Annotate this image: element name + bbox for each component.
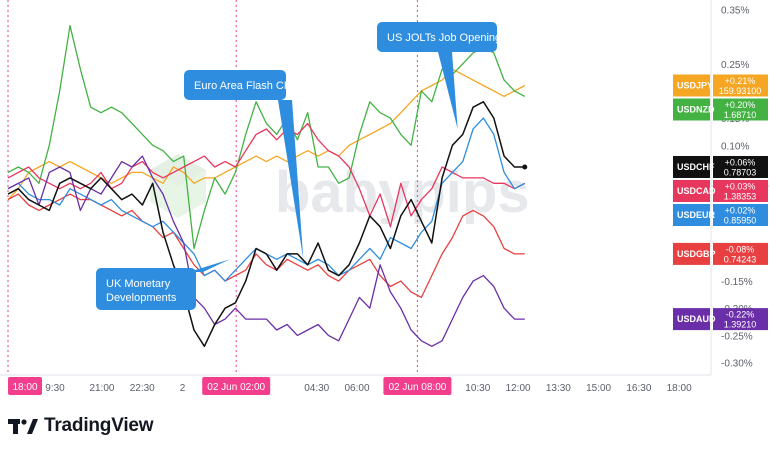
x-highlight-label: 02 Jun 02:00	[207, 382, 265, 393]
callout-label: UK Monetary	[106, 278, 171, 290]
x-tick-label: 13:30	[546, 383, 571, 394]
watermark: babypips	[150, 154, 530, 225]
x-tick-label: 10:30	[465, 383, 490, 394]
x-tick-label: 06:00	[344, 383, 369, 394]
annotations: US JOLTs Job Openings Euro Area Flash CPI…	[96, 22, 507, 310]
legend-change: +0.06%	[725, 157, 756, 167]
legend-pair-bg	[673, 203, 710, 226]
x-tick-label: 15:00	[586, 383, 611, 394]
legend-tag-usdjpy: USDJPY +0.21%159.93100	[673, 74, 768, 97]
legend-tag-usdgbp: USDGBP -0.08%0.74243	[673, 242, 768, 265]
series-line-usdchf	[7, 101, 525, 348]
legend-pair-label: USDGBP	[677, 249, 716, 259]
callout-2: UK Monetary Developments	[96, 259, 230, 310]
y-tick-label: -0.25%	[721, 331, 753, 342]
legend-change: +0.21%	[725, 76, 756, 86]
callout-0: US JOLTs Job Openings	[377, 22, 507, 129]
tradingview-logo-icon	[8, 419, 38, 434]
legend-price: 159.93100	[719, 86, 762, 96]
legend-tag-usdnzd: USDNZD +0.20%1.68710	[673, 98, 768, 121]
legend-value-bg	[713, 98, 768, 121]
y-tick-label: -0.30%	[721, 359, 753, 370]
legend-price: 0.85950	[724, 215, 757, 225]
legend-change: -0.08%	[726, 244, 755, 254]
callout-label: Developments	[106, 292, 177, 304]
callout-1: Euro Area Flash CPI	[184, 70, 304, 260]
y-tick-label: 0.10%	[721, 141, 749, 152]
legend-tag-usdeur: USDEUR +0.02%0.85950	[673, 203, 768, 226]
series-lines	[7, 25, 528, 348]
legend-value-bg	[713, 203, 768, 226]
x-tick-label: 04:30	[304, 383, 329, 394]
y-tick-label: 0.25%	[721, 60, 749, 71]
legend-value-bg	[713, 155, 768, 178]
tradingview-wordmark: TradingView	[44, 415, 154, 436]
callout-box	[96, 268, 196, 310]
legend: USDJPY +0.21%159.93100 USDNZD +0.20%1.68710…	[673, 74, 768, 331]
y-tick-label: -0.15%	[721, 277, 753, 288]
legend-pair-bg	[673, 98, 710, 121]
legend-pair-label: USDCHF	[677, 162, 715, 172]
legend-value-bg	[713, 179, 768, 202]
x-highlight-tag	[383, 377, 452, 395]
legend-pair-label: USDAUD	[677, 314, 716, 324]
tradingview-logo: TradingView	[8, 414, 154, 438]
x-axis: 9:3021:0022:30202:0004:3006:0008:0010:30…	[0, 374, 711, 395]
x-tick-label: 2	[180, 383, 186, 394]
legend-pair-bg	[673, 179, 710, 202]
series-line-usdnzd	[7, 25, 526, 250]
callout-label: US JOLTs Job Openings	[387, 32, 507, 44]
x-highlight-tag	[202, 377, 271, 395]
legend-pair-bg	[673, 242, 710, 265]
x-highlight-tag	[8, 377, 42, 395]
legend-price: 1.39210	[724, 320, 757, 330]
legend-pair-bg	[673, 308, 710, 331]
series-endpoint-usdchf	[522, 164, 528, 170]
legend-value-bg	[713, 308, 768, 331]
legend-price: 0.78703	[724, 167, 757, 177]
legend-price: 1.38353	[724, 191, 757, 201]
y-tick-label: 0.35%	[721, 5, 749, 16]
series-line-usdcad	[7, 122, 526, 228]
callout-pointer	[438, 52, 458, 129]
legend-pair-label: USDJPY	[677, 80, 713, 90]
x-tick-label: 22:30	[130, 383, 155, 394]
callout-pointer	[278, 100, 304, 260]
watermark-text: babypips	[275, 160, 530, 225]
series-line-usdaud	[7, 155, 525, 347]
x-tick-label: 18:00	[667, 383, 692, 394]
callout-box	[377, 22, 497, 52]
legend-pair-bg	[673, 155, 710, 178]
legend-price: 0.74243	[724, 254, 757, 264]
callout-pointer	[189, 259, 230, 272]
legend-value-bg	[713, 74, 768, 97]
event-lines	[7, 0, 418, 372]
legend-tag-usdcad: USDCAD +0.03%1.38353	[673, 179, 768, 202]
legend-change: -0.22%	[726, 310, 755, 320]
legend-change: +0.03%	[725, 181, 756, 191]
legend-tag-usdaud: USDAUD -0.22%1.39210	[673, 308, 768, 331]
legend-value-bg	[713, 242, 768, 265]
legend-price: 1.68710	[724, 110, 757, 120]
legend-pair-label: USDEUR	[677, 210, 716, 220]
x-highlight-label: 18:00	[12, 382, 37, 393]
legend-pair-bg	[673, 74, 710, 97]
legend-change: +0.20%	[725, 100, 756, 110]
legend-change: +0.02%	[725, 205, 756, 215]
legend-pair-label: USDCAD	[677, 186, 716, 196]
legend-pair-label: USDNZD	[677, 104, 715, 114]
x-highlight-label: 02 Jun 08:00	[388, 382, 446, 393]
callout-box	[184, 70, 286, 100]
x-tick-label: 21:00	[89, 383, 114, 394]
x-tick-label: 16:30	[626, 383, 651, 394]
callout-label: Euro Area Flash CPI	[194, 80, 294, 92]
x-tick-label: 12:00	[506, 383, 531, 394]
x-tick-label: 9:30	[45, 383, 65, 394]
legend-tag-usdchf: USDCHF +0.06%0.78703	[673, 155, 768, 178]
